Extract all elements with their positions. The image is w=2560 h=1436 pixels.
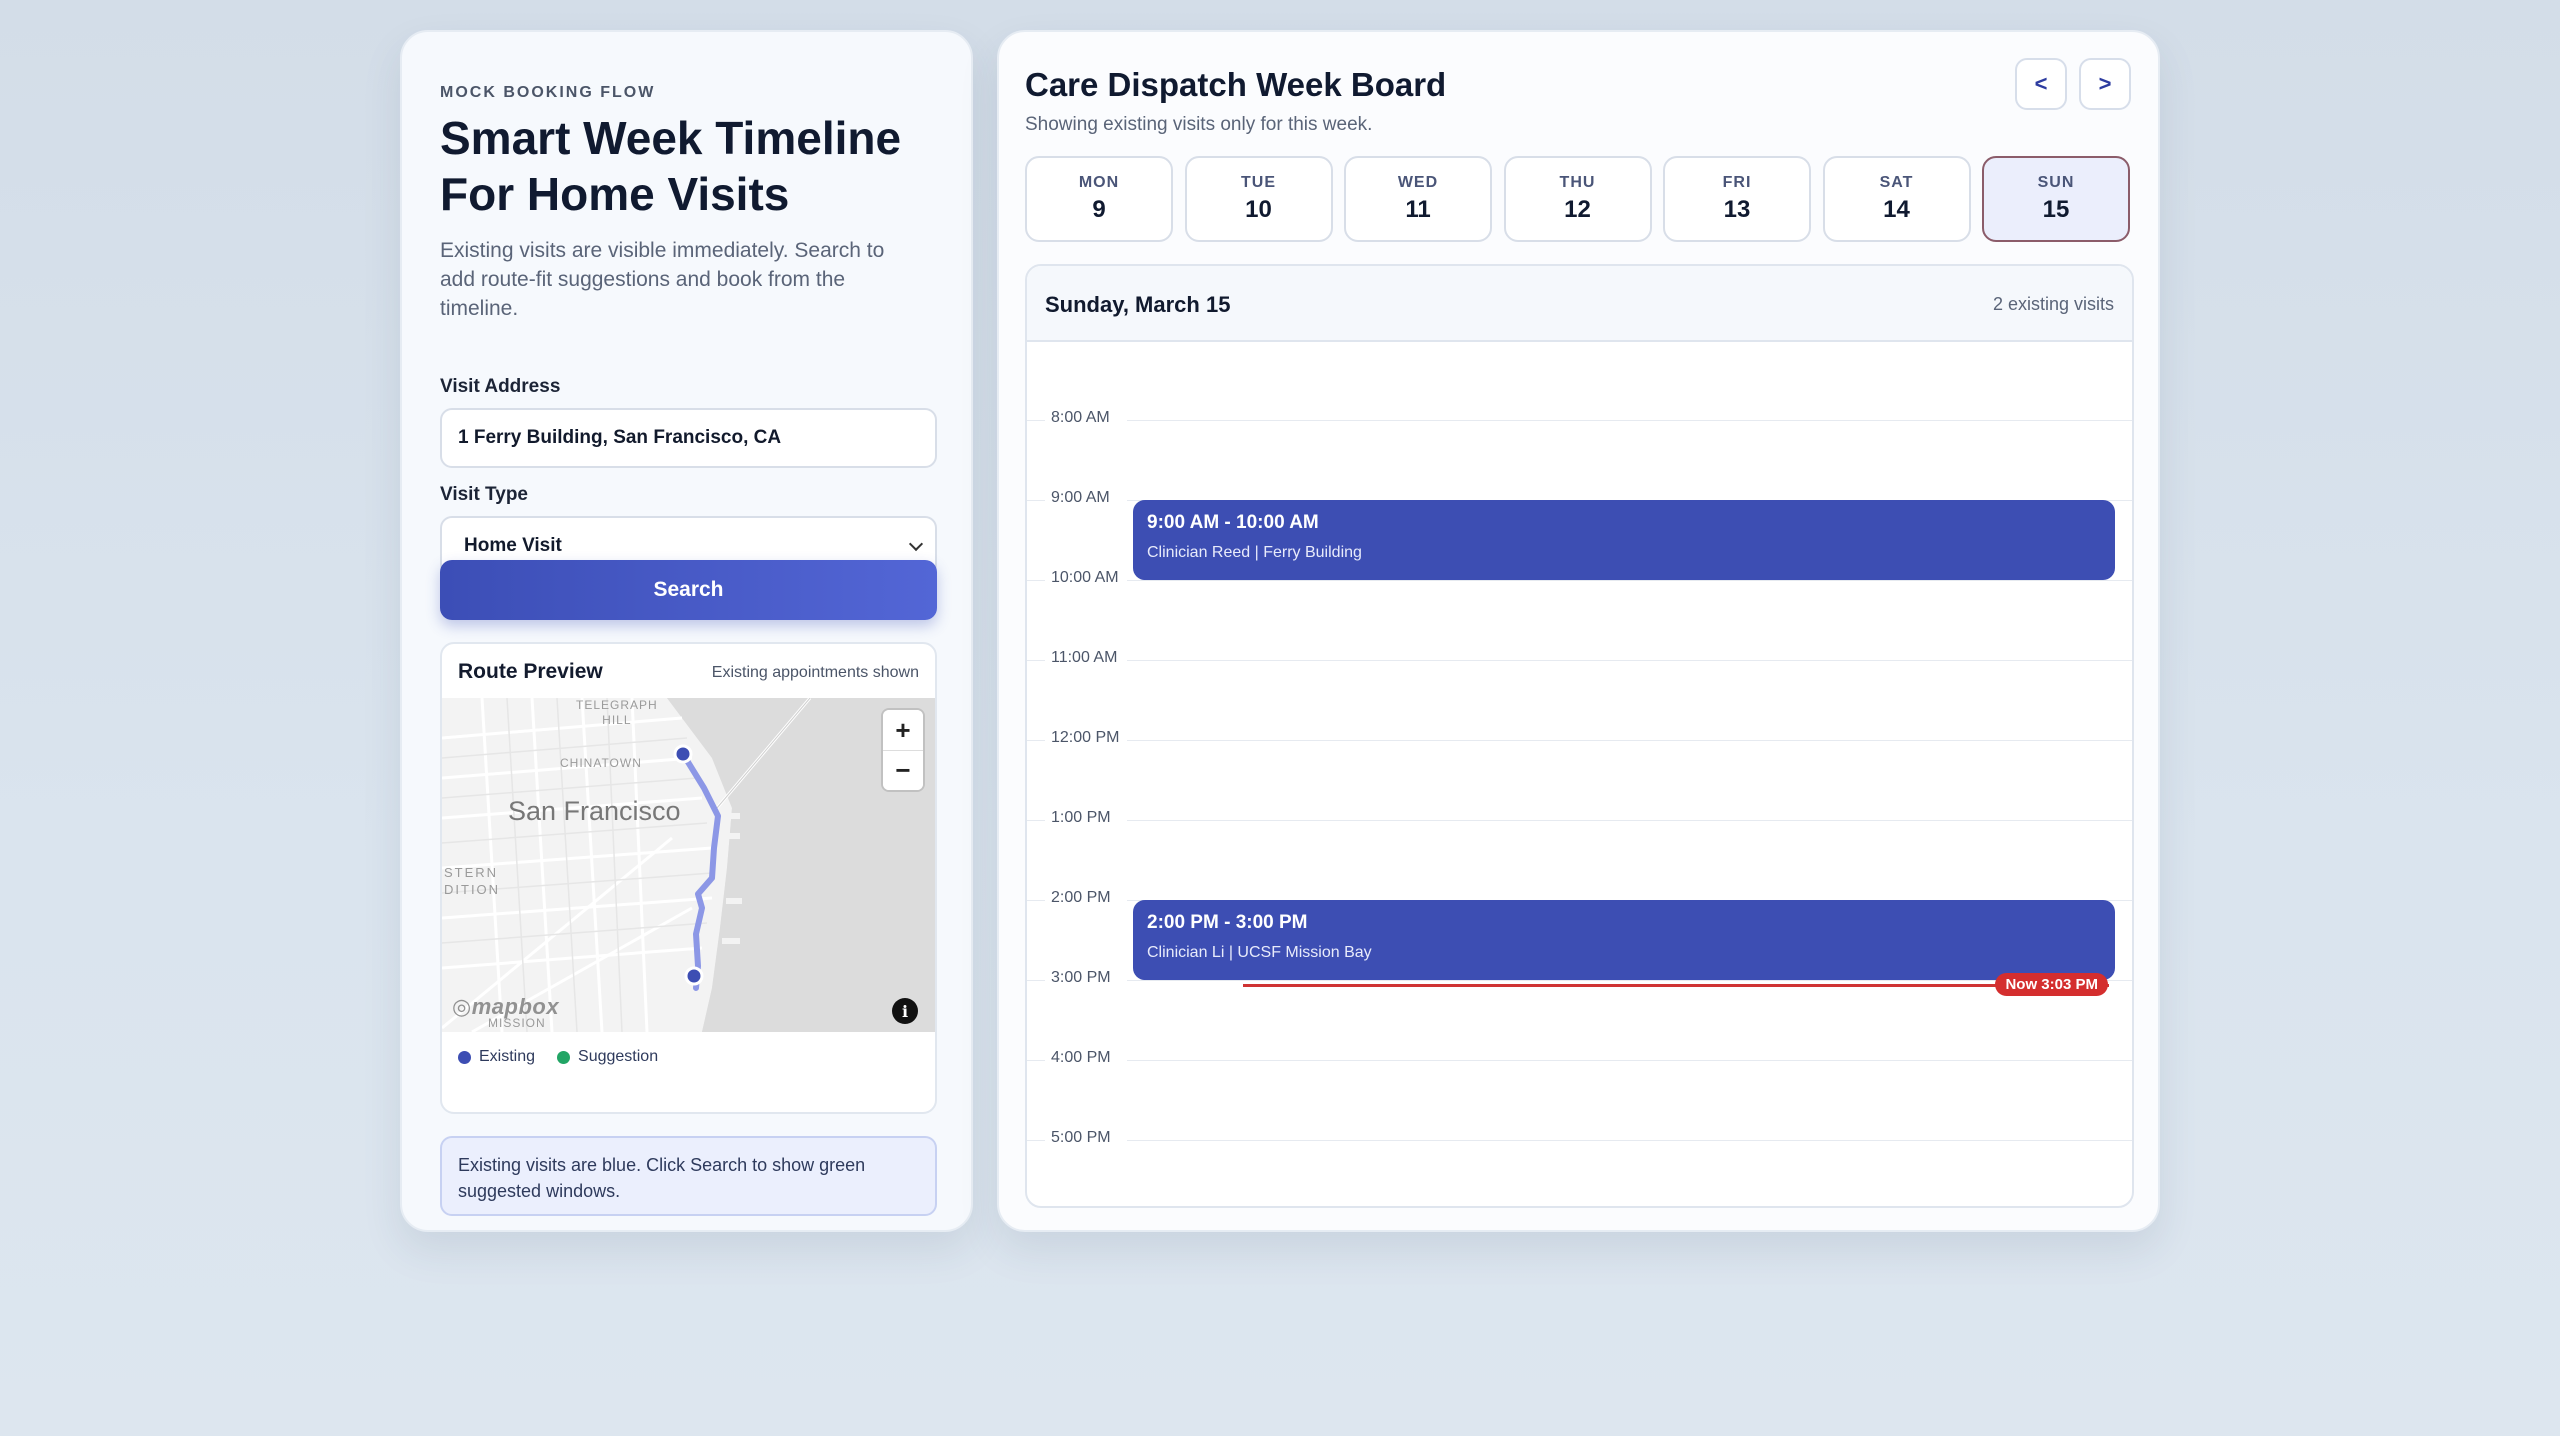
visit-event[interactable]: 9:00 AM - 10:00 AM Clinician Reed | Ferry…	[1133, 500, 2115, 580]
day-tab-mon[interactable]: MON 9	[1025, 156, 1173, 242]
day-tab-name: SAT	[1879, 174, 1914, 191]
now-indicator-badge: Now 3:03 PM	[1995, 973, 2108, 996]
map-label-chinatown: CHINATOWN	[560, 756, 642, 770]
day-tab-name: TUE	[1241, 174, 1276, 191]
map-legend: Existing Suggestion	[458, 1048, 658, 1066]
search-button[interactable]: Search	[440, 560, 937, 620]
visit-event[interactable]: 2:00 PM - 3:00 PM Clinician Li | UCSF Mis…	[1133, 900, 2115, 980]
day-tab-number: 9	[1092, 196, 1106, 223]
timeline[interactable]: 7:00 AM 8:00 AM 9:00 AM 10:00 AM 11:00 AM 12:…	[1027, 342, 2132, 1206]
legend-suggestion: Suggestion	[557, 1048, 658, 1066]
day-tab-number: 13	[1723, 196, 1751, 223]
board-title: Care Dispatch Week Board	[1025, 66, 1447, 103]
map-zoom-controls: + −	[883, 710, 923, 790]
day-tab-sat[interactable]: SAT 14	[1822, 156, 1971, 242]
hour-label: 8:00 AM	[1051, 409, 1114, 427]
day-tab-number: 15	[2042, 196, 2070, 223]
hour-row: 10:00 AM	[1027, 569, 2132, 587]
mapbox-logo[interactable]: ◎mapbox	[452, 994, 560, 1019]
visit-event-detail: Clinician Reed | Ferry Building	[1147, 544, 1362, 561]
hour-row: 12:00 PM	[1027, 729, 2132, 747]
day-tab-thu[interactable]: THU 12	[1503, 156, 1652, 242]
hour-row: 11:00 AM	[1027, 649, 2132, 667]
schedule-header: Sunday, March 15 2 existing visits	[1027, 266, 2132, 342]
day-schedule: Sunday, March 15 2 existing visits 7:00 …	[1025, 264, 2134, 1208]
mapbox-logo-icon: ◎	[452, 994, 472, 1019]
legend-existing-dot	[458, 1050, 471, 1064]
map-label-western-addition: STERN DITION	[444, 865, 501, 897]
day-tab-name: FRI	[1722, 174, 1752, 191]
visit-event-time: 2:00 PM - 3:00 PM	[1147, 912, 1308, 933]
route-preview-title: Route Preview	[458, 660, 603, 683]
hour-label: 5:00 PM	[1051, 1129, 1115, 1147]
route-map[interactable]: TELEGRAPH HILL CHINATOWN San Francisco S…	[442, 698, 935, 1032]
map-label-mission: MISSION	[488, 1016, 546, 1030]
hour-label: 11:00 AM	[1051, 649, 1122, 667]
visit-event-time: 9:00 AM - 10:00 AM	[1147, 512, 1319, 533]
hour-label: 12:00 PM	[1051, 729, 1124, 747]
day-tab-fri[interactable]: FRI 13	[1663, 156, 1811, 242]
day-tab-number: 14	[1883, 196, 1910, 223]
hour-row: 3:00 PM	[1027, 969, 2132, 987]
booking-panel: MOCK BOOKING FLOW Smart Week Timeline Fo…	[400, 30, 973, 1232]
visit-count: 2 existing visits	[1992, 294, 2114, 314]
day-tab-number: 11	[1405, 196, 1431, 223]
info-notice: Existing visits are blue. Click Search t…	[440, 1136, 937, 1216]
address-label: Visit Address	[440, 376, 561, 397]
visit-type-value: Home Visit	[464, 535, 562, 556]
route-preview-subtitle: Existing appointments shown	[711, 664, 919, 681]
hour-label: 4:00 PM	[1051, 1049, 1115, 1067]
now-indicator-line	[1243, 984, 2109, 987]
map-canvas	[442, 698, 935, 1032]
hour-label: 7:00 AM	[1051, 342, 1114, 347]
hour-row: 1:00 PM	[1027, 809, 2132, 827]
day-tab-name: WED	[1397, 174, 1439, 191]
day-tab-name: SUN	[2037, 174, 2075, 191]
zoom-out-button[interactable]: −	[883, 750, 923, 790]
day-tab-sun[interactable]: SUN 15	[1982, 156, 2130, 242]
day-tab-name: THU	[1559, 174, 1596, 191]
hour-label: 10:00 AM	[1051, 569, 1123, 587]
hour-label: 2:00 PM	[1051, 889, 1115, 907]
prev-week-button[interactable]: <	[2015, 58, 2067, 110]
visit-event-detail: Clinician Li | UCSF Mission Bay	[1147, 944, 1372, 961]
legend-existing: Existing	[458, 1048, 535, 1066]
board-subtitle: Showing existing visits only for this we…	[1025, 114, 1373, 135]
map-city-label: San Francisco	[508, 796, 681, 826]
hour-label: 9:00 AM	[1051, 489, 1114, 507]
day-tab-wed[interactable]: WED 11	[1344, 156, 1492, 242]
selected-date: Sunday, March 15	[1045, 292, 1231, 317]
day-tab-tue[interactable]: TUE 10	[1184, 156, 1333, 242]
eyebrow-label: MOCK BOOKING FLOW	[440, 84, 656, 101]
page-description: Existing visits are visible immediately.…	[440, 239, 885, 320]
route-preview-card: Route Preview Existing appointments show…	[440, 642, 937, 1114]
visit-type-label: Visit Type	[440, 484, 528, 505]
next-week-button[interactable]: >	[2079, 58, 2131, 110]
address-input[interactable]	[440, 408, 937, 468]
day-tab-number: 12	[1564, 196, 1591, 223]
hour-row: 8:00 AM	[1027, 409, 2132, 427]
map-label-telegraph-hill: TELEGRAPH HILL	[576, 698, 658, 727]
chevron-down-icon	[908, 536, 924, 552]
week-board-panel: Care Dispatch Week Board Showing existin…	[997, 30, 2160, 1232]
hour-label: 1:00 PM	[1051, 809, 1115, 827]
legend-suggestion-dot	[557, 1050, 571, 1064]
page-title: Smart Week Timeline For Home Visits	[440, 112, 902, 220]
day-tab-name: MON	[1078, 174, 1120, 191]
hour-row: 5:00 PM	[1027, 1129, 2132, 1147]
map-info-icon[interactable]: i	[892, 998, 918, 1024]
hour-label: 3:00 PM	[1051, 969, 1115, 987]
zoom-in-button[interactable]: +	[883, 710, 923, 750]
hour-row: 4:00 PM	[1027, 1049, 2132, 1067]
day-tab-number: 10	[1245, 196, 1272, 223]
